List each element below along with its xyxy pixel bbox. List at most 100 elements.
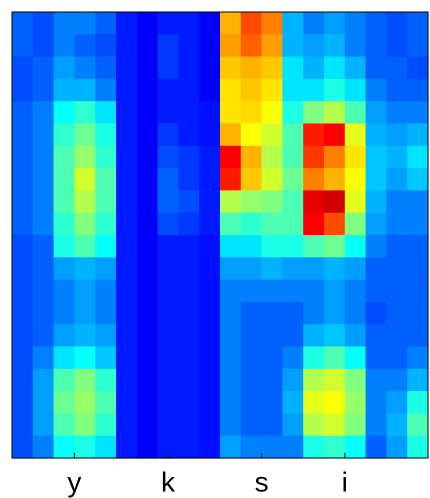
heat-cell [324,301,346,325]
heat-cell [303,257,325,281]
heat-cell [178,123,200,147]
heat-cell [74,391,96,414]
heat-cell [53,301,75,325]
heat-cell [240,413,263,437]
heat-cell [74,190,96,214]
heat-cell [220,168,242,191]
heat-cell [344,324,367,348]
heat-cell [365,12,387,35]
heat-cell [261,368,283,392]
heat-cell [365,324,387,348]
heat-cell [344,413,367,437]
heat-cell [95,368,117,392]
heat-cell [116,168,138,191]
heat-cell [261,301,283,325]
heat-cell [116,346,138,370]
heat-cell [240,435,263,459]
heat-cell [53,413,75,437]
heat-cell [32,123,55,147]
heat-cell [136,324,159,348]
heat-cell [324,235,346,258]
heat-cell [116,145,138,169]
heat-cell [386,257,408,281]
heat-cell [220,101,242,125]
heat-cell [53,12,75,35]
heat-cell [116,413,138,437]
heat-cell [199,279,221,303]
heat-cell [365,391,387,414]
heat-cell [365,346,387,370]
heat-cell [199,123,221,147]
heat-cell [199,101,221,125]
heat-cell [303,34,325,58]
heat-cell [220,257,242,281]
heat-cell [116,368,138,392]
heat-cell [365,190,387,214]
heat-cell [303,235,325,258]
heat-cell [220,346,242,370]
heat-cell [157,413,179,437]
heat-cell [407,34,429,58]
heat-cell [12,34,34,58]
heat-cell [261,257,283,281]
x-tick-label: s [255,466,269,497]
heat-cell [386,145,408,169]
heat-cell [74,168,96,191]
heat-cell [178,368,200,392]
heat-cell [12,168,34,191]
heat-cell [157,123,179,147]
x-tick-label: y [67,466,81,497]
heat-cell [32,145,55,169]
heat-cell [178,190,200,214]
heat-cell [344,391,367,414]
heat-cell [136,78,159,102]
heat-cell [136,123,159,147]
heat-cell [282,168,304,191]
heat-cell [157,301,179,325]
heat-cell [136,346,159,370]
heat-cell [53,101,75,125]
heat-cell [365,101,387,125]
heat-cell [324,168,346,191]
heat-cell [261,12,283,35]
heat-cell [261,435,283,459]
heat-cell [136,257,159,281]
heat-cell [344,34,367,58]
heat-cell [261,56,283,80]
heat-cell [220,435,242,459]
heat-cell [32,413,55,437]
heat-cell [199,324,221,348]
heat-cell [12,413,34,437]
heat-cell [220,145,242,169]
heat-cell [344,435,367,459]
heat-cell [157,168,179,191]
heat-cell [303,279,325,303]
heat-cell [344,235,367,258]
heat-cell [303,78,325,102]
heat-cell [240,279,263,303]
heat-cell [303,101,325,125]
heat-cell [32,279,55,303]
heat-cell [32,101,55,125]
heat-cell [199,235,221,258]
heat-cell [53,324,75,348]
heat-cell [32,212,55,236]
heat-cell [303,301,325,325]
plot-frame [11,11,429,459]
heat-cell [178,78,200,102]
heat-cell [220,368,242,392]
heat-cell [136,301,159,325]
heat-cell [220,78,242,102]
heat-cell [95,391,117,414]
heat-cell [220,190,242,214]
heat-cell [303,145,325,169]
heat-cell [136,101,159,125]
heat-cell [199,145,221,169]
heat-cell [74,12,96,35]
heat-cell [178,435,200,459]
heat-cell [199,34,221,58]
heat-cell [220,56,242,80]
heat-cell [344,190,367,214]
heat-cell [386,324,408,348]
heat-cell [12,368,34,392]
